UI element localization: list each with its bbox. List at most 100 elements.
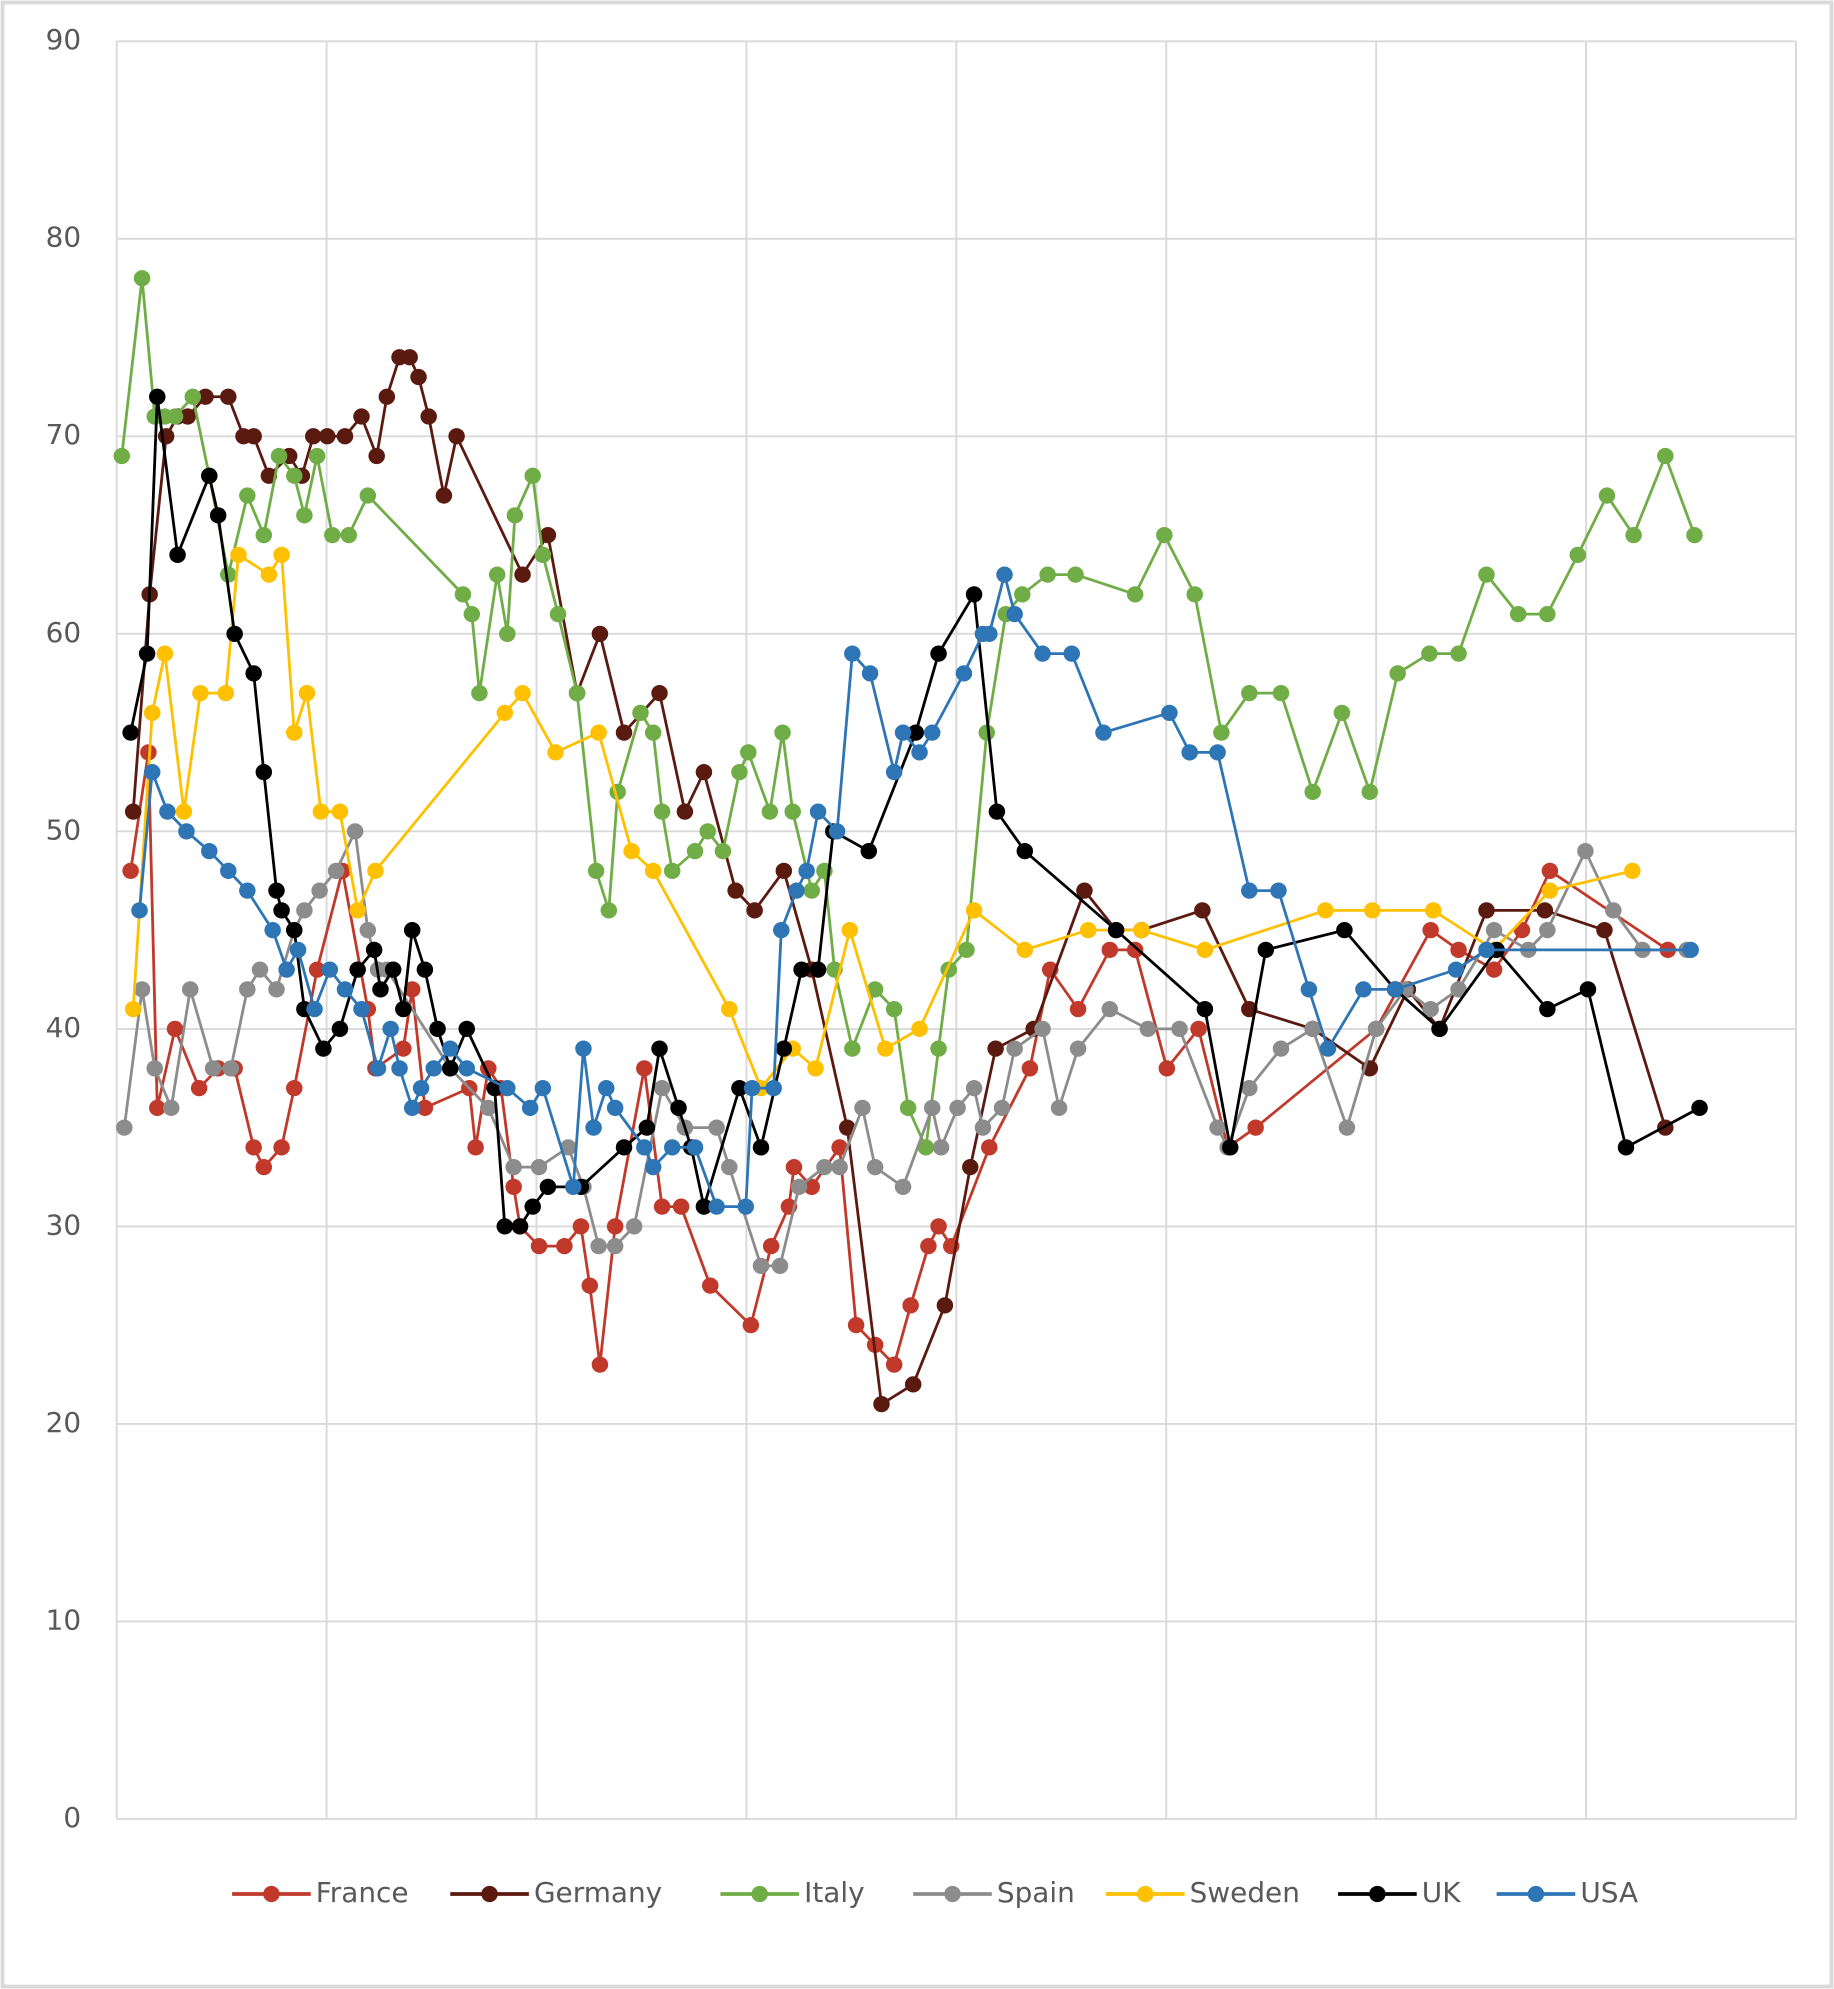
data-point [311, 882, 328, 899]
y-tick-label: 90 [46, 23, 81, 56]
data-point [636, 1139, 653, 1156]
data-point [505, 1178, 522, 1196]
data-point [598, 1080, 615, 1097]
data-point [499, 625, 516, 642]
data-point [296, 902, 313, 919]
legend-label: Germany [534, 1876, 662, 1909]
data-point [708, 1198, 725, 1215]
data-point [458, 1060, 475, 1077]
data-point [340, 526, 358, 544]
data-point [1241, 684, 1258, 702]
data-point [296, 507, 313, 524]
data-point [1196, 1001, 1214, 1018]
data-point [1101, 1001, 1119, 1018]
series [113, 270, 1703, 1156]
data-point [346, 823, 364, 840]
legend-label: USA [1580, 1876, 1638, 1909]
data-point [496, 704, 514, 721]
data-point [930, 645, 947, 662]
data-point [1478, 902, 1495, 919]
data-point [981, 625, 998, 642]
data-point [367, 862, 384, 879]
data-point [239, 882, 256, 899]
data-point [1605, 902, 1622, 919]
data-point [775, 1040, 793, 1057]
data-point [568, 684, 586, 702]
data-point [182, 981, 199, 998]
data-point [731, 1080, 748, 1097]
data-point [1338, 1119, 1356, 1136]
data-point [686, 1139, 704, 1156]
data-point [1364, 902, 1381, 919]
data-point [965, 1080, 983, 1097]
data-point [873, 1396, 890, 1413]
data-point [714, 842, 732, 860]
data-point [331, 803, 349, 820]
data-point [790, 1178, 808, 1196]
data-point [727, 882, 744, 899]
data-point [324, 526, 341, 544]
data-point [133, 270, 151, 287]
data-point [318, 428, 336, 445]
data-point [204, 1060, 222, 1077]
data-point [511, 1218, 529, 1235]
data-point [146, 1060, 163, 1077]
data-point [113, 447, 131, 465]
data-point [217, 684, 235, 702]
data-point [315, 1040, 332, 1057]
data-point [122, 862, 139, 879]
data-point [226, 625, 243, 642]
data-point [166, 408, 184, 425]
data-point [670, 1099, 687, 1117]
data-point [831, 1139, 848, 1156]
data-point [442, 1060, 459, 1077]
data-point [1016, 842, 1034, 860]
data-point [138, 645, 156, 662]
data-point [676, 803, 694, 820]
data-point [866, 981, 884, 998]
data-point [632, 704, 649, 721]
data-point [1247, 1119, 1264, 1136]
data-point [902, 1297, 919, 1314]
data-point [273, 902, 290, 919]
y-tick-label: 0 [63, 1801, 81, 1834]
data-point [467, 1139, 484, 1156]
data-point [930, 1040, 947, 1057]
data-point [539, 1178, 557, 1196]
data-point [278, 961, 295, 978]
data-point [816, 1159, 833, 1176]
data-point [987, 1040, 1004, 1057]
data-point [1539, 605, 1556, 623]
data-point [1304, 1020, 1321, 1038]
data-point [958, 941, 975, 958]
data-point [653, 1198, 671, 1215]
data-point [471, 684, 488, 702]
data-point [1190, 1020, 1207, 1038]
data-point [1625, 526, 1642, 544]
data-point [615, 724, 633, 741]
data-point [638, 1119, 656, 1136]
data-point [615, 1139, 633, 1156]
legend-label: France [316, 1876, 409, 1909]
data-point [572, 1218, 590, 1235]
data-point [885, 1001, 903, 1018]
data-point [245, 665, 262, 682]
data-point [1579, 981, 1597, 998]
data-point [372, 981, 389, 998]
data-point [773, 921, 790, 939]
data-point [838, 1119, 856, 1136]
data-point [1682, 941, 1699, 958]
data-point [752, 1257, 770, 1275]
data-point [143, 704, 161, 721]
data-point [403, 921, 421, 939]
data-point [1450, 941, 1467, 958]
data-point [651, 684, 668, 702]
data-point [480, 1099, 497, 1117]
data-point [534, 1080, 552, 1097]
data-point [590, 724, 607, 741]
series [116, 823, 1696, 1275]
y-tick-label: 60 [46, 616, 81, 649]
data-point [965, 586, 983, 603]
data-point [1161, 704, 1178, 721]
